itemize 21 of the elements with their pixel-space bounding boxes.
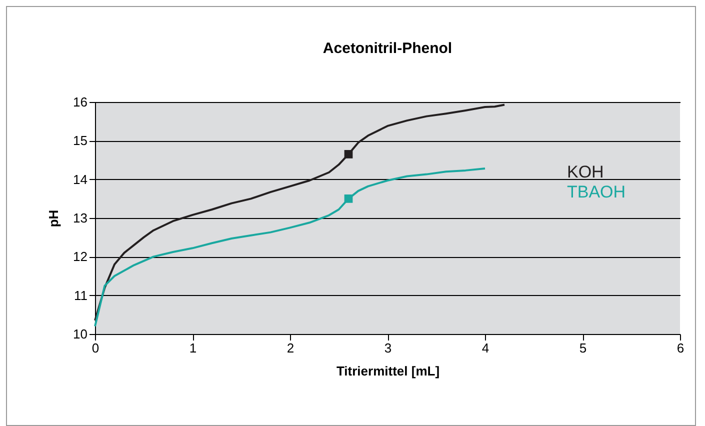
text: TBAOH: [567, 182, 626, 202]
chart-title: Acetonitril-Phenol: [322, 40, 452, 57]
x-tick-label: 2: [286, 340, 294, 356]
y-tick-label: 14: [73, 172, 88, 187]
y-tick-label: 11: [74, 288, 88, 303]
y-tick-label: 10: [73, 326, 88, 342]
y-axis-title: pH: [46, 210, 62, 228]
x-tick-label: 0: [92, 340, 100, 356]
text: KOH: [567, 162, 604, 182]
y-tick-label: 15: [73, 133, 88, 148]
x-tick-label: 1: [189, 340, 197, 356]
line-series: [94, 168, 486, 328]
y-tick-label: 12: [73, 249, 88, 264]
x-tick-label: 4: [482, 340, 490, 356]
x-tick-label: 6: [676, 340, 684, 356]
x-tick-label: 5: [579, 340, 587, 356]
x-axis-title: Titriermittel [mL]: [336, 364, 440, 378]
y-tick-label: 16: [73, 94, 88, 110]
y-tick-label: 13: [73, 210, 88, 226]
x-tick-label: 3: [384, 340, 392, 356]
line-series: [94, 104, 506, 322]
